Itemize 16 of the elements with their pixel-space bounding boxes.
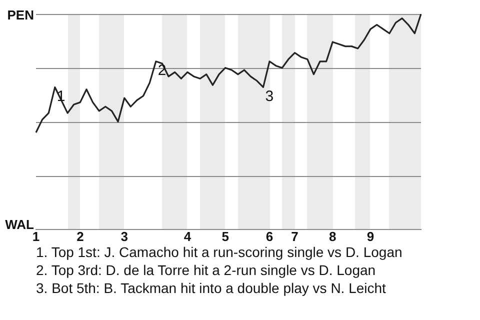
text: 2. Top 3rd: D. de la Torre hit a 2-run single vs D. Logan — [36, 261, 377, 279]
x-tick-label: 7 — [291, 228, 298, 244]
text: WAL — [5, 216, 34, 232]
x-tick-label: 5 — [222, 228, 229, 244]
annotation: 3 — [265, 88, 274, 105]
text: PEN — [7, 8, 34, 23]
x-tick-label: 4 — [184, 228, 192, 244]
text: 3. Bot 5th: B. Tackman hit into a double play vs N. Leicht — [36, 279, 387, 297]
x-tick-label: 3 — [120, 228, 128, 244]
x-tick-label: 1 — [32, 228, 40, 244]
annotation: 2 — [158, 62, 166, 80]
x-tick-label: 9 — [366, 228, 374, 244]
text: 1. Top 1st: J. Camacho hit a run-scoring single vs D. Logan — [36, 243, 402, 261]
x-tick-label: 8 — [329, 228, 336, 244]
x-tick-label: 6 — [266, 228, 274, 244]
x-tick-label: 2 — [76, 228, 84, 244]
